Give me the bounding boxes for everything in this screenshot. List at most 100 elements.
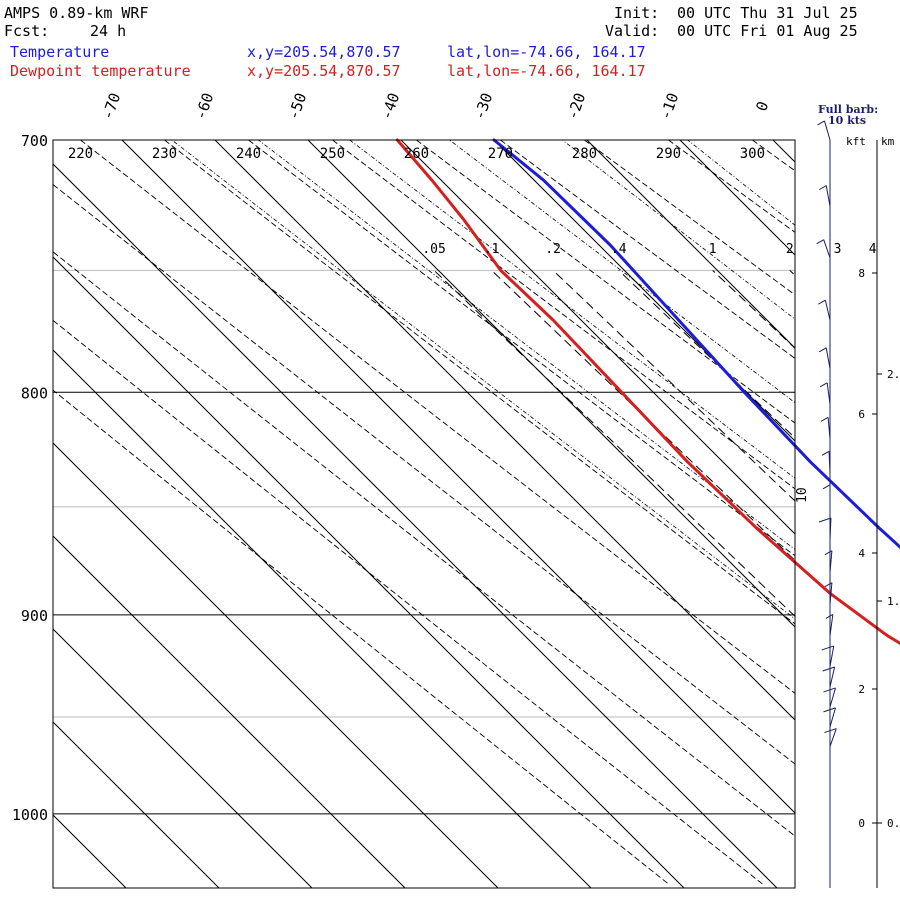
wind-barb — [823, 687, 836, 708]
fcst-label: Fcst: — [4, 22, 50, 40]
isotherm-line — [121, 140, 795, 814]
theta-label: 260 — [404, 146, 429, 162]
mixing-ratio-line — [433, 270, 795, 618]
mixing-ratio-label: .1 — [484, 242, 500, 257]
kft-label: kft — [846, 135, 866, 148]
barb-note-line1: Full barb: — [818, 103, 879, 116]
theta-label: 230 — [152, 146, 177, 162]
wind-barb-half-flag — [825, 614, 834, 619]
wind-barb-half-flag — [824, 550, 833, 556]
wind-barb-staff — [829, 687, 836, 708]
temperature-tick-label: -10 — [656, 90, 682, 122]
isotherm-line — [53, 535, 406, 888]
wind-barb-half-flag — [818, 347, 827, 353]
wind-barb — [820, 416, 831, 439]
moist-adiabat-line — [258, 140, 795, 550]
isotherm-line — [493, 140, 795, 442]
wind-barb-half-flag — [818, 185, 827, 191]
wind-barb-staff — [829, 666, 836, 688]
mixing-ratio-line — [789, 270, 795, 276]
wind-barb-staff — [829, 707, 836, 728]
isotherm-line — [53, 721, 220, 888]
moist-adiabat-line — [449, 140, 795, 404]
legend-temperature-xy: x,y=205.54,870.57 — [247, 43, 401, 61]
wind-barb-staff — [827, 417, 831, 439]
theta-label: 250 — [320, 146, 345, 162]
moist-adiabat-line — [171, 140, 795, 620]
mixing-ratio-line — [712, 270, 795, 349]
mixing-ratio-label: .05 — [422, 242, 445, 257]
kft-tick-label: 4 — [858, 547, 865, 560]
wind-barb-full-flag — [818, 517, 832, 523]
wind-barb-full-flag — [822, 666, 835, 672]
wind-barb-half-flag — [820, 416, 829, 422]
kft-tick-label: 0 — [858, 817, 865, 830]
dry-adiabat-line — [248, 140, 795, 557]
init-label: Init: — [614, 4, 660, 22]
wind-barb-full-flag — [821, 645, 834, 651]
moist-adiabat-line — [562, 140, 795, 320]
init-value: 00 UTC Thu 31 Jul 25 — [677, 4, 858, 22]
isotherm-line — [400, 140, 795, 535]
wind-barb-staff — [828, 451, 831, 474]
wind-barb-full-flag — [823, 707, 836, 713]
plot-frame — [52, 139, 796, 889]
wind-barb-full-flag — [824, 728, 837, 734]
isotherm-line — [586, 140, 795, 349]
wind-barb-staff — [823, 239, 831, 258]
legend-dewpoint-latlon: lat,lon=-74.66, 164.17 — [447, 62, 646, 80]
barb-note-line2: 10 kts — [828, 114, 867, 127]
valid-label: Valid: — [605, 22, 660, 40]
wind-barb — [819, 382, 831, 405]
temperature-tick-label: 0 — [752, 99, 772, 114]
pressure-tick-label: 800 — [21, 384, 48, 402]
kft-tick-label: 8 — [858, 267, 865, 280]
dry-adiabat-line — [80, 140, 795, 694]
theta-label: 220 — [68, 146, 93, 162]
wind-barb-half-flag — [816, 239, 824, 245]
km-tick-label: 0. — [887, 817, 900, 830]
wind-barb-staff — [824, 120, 831, 141]
mixing-ratio-label: 2 — [786, 242, 794, 257]
wind-barb — [824, 582, 833, 605]
wind-barb-half-flag — [817, 120, 825, 126]
legend-dewpoint-xy: x,y=205.54,870.57 — [247, 62, 401, 80]
wind-barb-half-flag — [821, 450, 830, 456]
theta-label: 280 — [572, 146, 597, 162]
isotherm-line — [53, 163, 778, 888]
wind-barb-half-flag — [818, 299, 826, 305]
isotherm-line — [214, 140, 795, 721]
isotherm-line — [307, 140, 795, 628]
fcst-value: 24 h — [90, 22, 127, 40]
dry-adiabat-line — [53, 251, 795, 837]
mixing-ratio-label: 1 — [709, 242, 717, 257]
theta-label: 300 — [740, 146, 765, 162]
kft-tick-label: 6 — [858, 408, 865, 421]
theta-label: 290 — [656, 146, 681, 162]
theta-label: 270 — [488, 146, 513, 162]
kft-tick-label: 2 — [858, 683, 865, 696]
dry-adiabat-line — [53, 184, 795, 765]
temperature-tick-label: -50 — [284, 90, 310, 122]
wind-barb — [818, 299, 831, 321]
pressure-tick-label: 1000 — [12, 806, 48, 824]
dewpoint-profile-line — [395, 138, 900, 646]
wind-barb — [822, 484, 831, 507]
wind-barb — [818, 185, 831, 207]
wind-barb-half-flag — [822, 484, 831, 490]
wind-barb-staff — [825, 347, 831, 369]
theta-label: 240 — [236, 146, 261, 162]
mixing-ratio-label: .2 — [545, 242, 561, 257]
dry-adiabat-line — [53, 319, 763, 885]
wind-barb-full-flag — [823, 687, 836, 693]
wind-barb-staff — [829, 614, 834, 636]
mixing-ratio-label: .4 — [611, 242, 627, 257]
wind-barb-half-flag — [819, 382, 828, 388]
wind-barb — [817, 120, 831, 141]
wind-barb-staff — [829, 517, 832, 540]
wind-barb — [821, 450, 831, 474]
legend-dewpoint-label: Dewpoint temperature — [10, 62, 191, 80]
temperature-tick-label: -40 — [377, 90, 403, 122]
mixing-ratio-label: 3 — [834, 242, 842, 257]
km-tick-label: 2. — [887, 368, 900, 381]
